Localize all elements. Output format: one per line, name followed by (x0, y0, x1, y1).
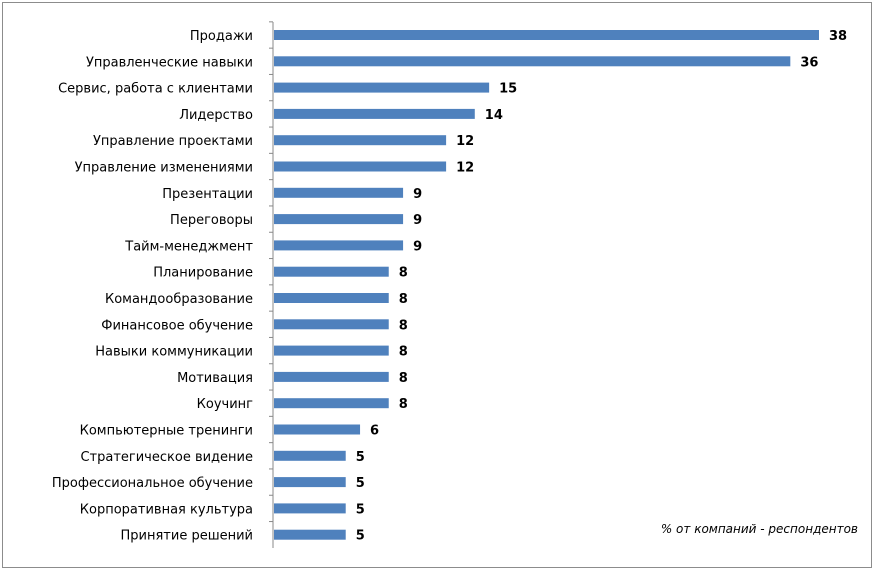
value-label: 6 (370, 424, 379, 439)
value-label: 14 (485, 108, 503, 123)
value-label: 8 (399, 371, 408, 386)
category-label: Управление изменениями (75, 161, 253, 176)
category-label: Презентации (162, 187, 253, 202)
bar (274, 214, 404, 225)
value-label: 5 (356, 502, 365, 517)
value-label: 12 (456, 161, 474, 176)
bar (274, 108, 475, 119)
category-label: Стратегическое видение (80, 450, 253, 465)
value-label: 5 (356, 450, 365, 465)
category-label: Переговоры (170, 213, 253, 228)
bar (274, 503, 346, 514)
bar (274, 345, 389, 356)
value-label: 12 (456, 134, 474, 149)
bar (274, 187, 404, 198)
category-label: Планирование (153, 266, 253, 281)
value-label: 8 (399, 292, 408, 307)
category-label: Продажи (190, 29, 253, 44)
value-label: 9 (413, 187, 422, 202)
bar (274, 450, 346, 461)
bar (274, 477, 346, 488)
value-label: 9 (413, 239, 422, 254)
value-label: 8 (399, 318, 408, 333)
category-label: Тайм-менеджмент (124, 239, 253, 254)
category-label: Финансовое обучение (101, 318, 253, 333)
category-label: Лидерство (179, 108, 253, 123)
bars-group: Продажи 38 Управленческие навыки 36 Сервис, … (52, 21, 847, 544)
value-label: 9 (413, 213, 422, 228)
category-label: Корпоративная культура (80, 502, 253, 517)
value-label: 15 (499, 82, 517, 97)
bar (274, 398, 389, 409)
category-label: Сервис, работа с клиентами (58, 82, 253, 97)
value-label: 36 (800, 55, 818, 70)
bar (274, 266, 389, 277)
bar (274, 529, 346, 540)
bar (274, 30, 819, 40)
units-annotation: % от компаний - респондентов (661, 522, 858, 536)
category-label: Принятие решений (121, 529, 254, 544)
bar (274, 240, 404, 251)
bar (274, 56, 791, 67)
value-label: 8 (399, 266, 408, 281)
value-label: 8 (399, 397, 408, 412)
category-label: Профессиональное обучение (52, 476, 253, 491)
value-label: 5 (356, 529, 365, 544)
value-label: 8 (399, 345, 408, 360)
category-label: Навыки коммуникации (95, 345, 253, 360)
bar (274, 82, 490, 93)
value-label: 5 (356, 476, 365, 491)
bar (274, 424, 361, 435)
category-label: Мотивация (177, 371, 253, 386)
value-label: 38 (829, 29, 847, 44)
bar (274, 293, 389, 303)
bar (274, 319, 389, 330)
category-label: Командообразование (105, 292, 253, 307)
category-label: Управление проектами (93, 134, 253, 149)
category-label: Коучинг (197, 397, 254, 412)
category-label: Управленческие навыки (86, 55, 253, 70)
bar (274, 161, 447, 172)
category-label: Компьютерные тренинги (80, 424, 253, 439)
bar (274, 135, 447, 146)
bar (274, 371, 389, 382)
